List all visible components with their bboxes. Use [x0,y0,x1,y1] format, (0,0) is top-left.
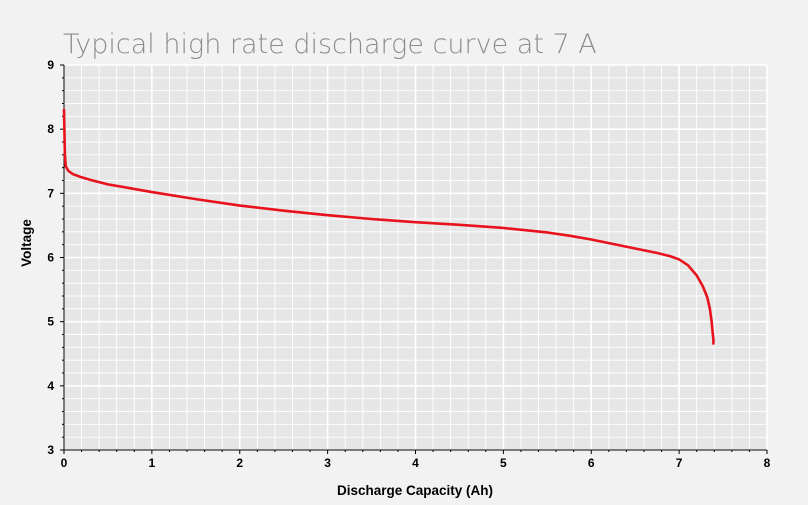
y-tick-label: 7 [47,186,54,200]
y-tick-label: 6 [47,251,54,265]
y-tick-label: 5 [47,315,54,329]
x-tick-label: 6 [588,456,595,470]
y-axis-label: Voltage [19,219,34,267]
y-tick-label: 9 [47,58,54,72]
x-tick-label: 7 [676,456,683,470]
x-tick-label: 1 [149,456,156,470]
x-tick-label: 8 [764,456,771,470]
x-tick-label: 3 [324,456,331,470]
x-axis-label: Discharge Capacity (Ah) [337,483,493,498]
grid [63,64,768,451]
tick-labels: 0 1 2 3 4 5 6 7 8 3 4 5 6 7 8 9 [47,58,770,470]
x-tick-label: 5 [500,456,507,470]
y-tick-label: 4 [47,379,54,393]
x-tick-label: 0 [61,456,68,470]
x-tick-label: 4 [412,456,419,470]
chart-title: Typical high rate discharge curve at 7 A [63,29,597,60]
discharge-curve-line [62,108,715,345]
x-tick-label: 2 [236,456,243,470]
y-tick-label: 8 [47,122,54,136]
series-layer [62,108,715,345]
y-tick-label: 3 [47,443,54,457]
